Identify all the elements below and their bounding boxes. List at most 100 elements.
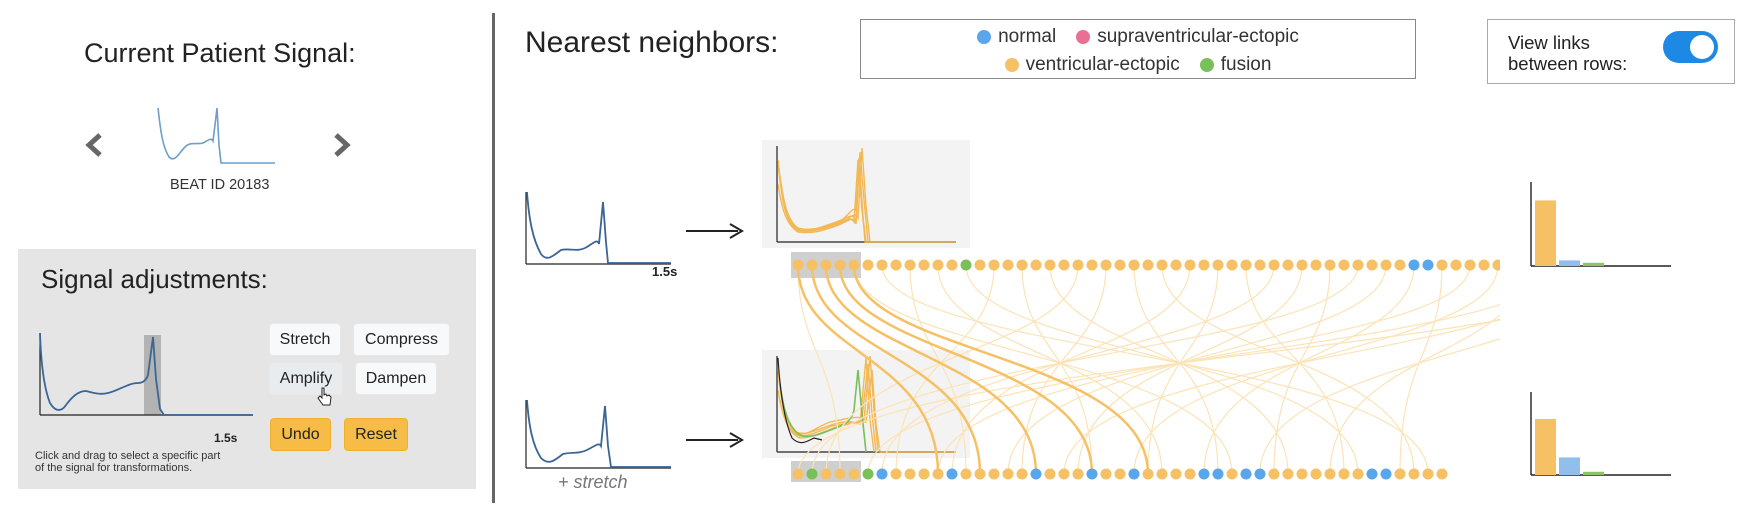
row1-neighbor-dot[interactable] [1156,259,1168,271]
row1-neighbor-dot[interactable] [1394,259,1406,271]
reset-button[interactable]: Reset [344,418,408,451]
row2-neighbor-dot[interactable] [1254,468,1266,480]
row2-neighbor-dot[interactable] [806,468,818,480]
row2-neighbor-dot[interactable] [1282,468,1294,480]
row2-neighbor-dot[interactable] [876,468,888,480]
row1-neighbor-dot[interactable] [1464,259,1476,271]
row1-neighbor-dot[interactable] [862,259,874,271]
row1-neighbor-dot[interactable] [1254,259,1266,271]
row1-neighbor-dot[interactable] [1170,259,1182,271]
row2-neighbor-dot[interactable] [1366,468,1378,480]
adjustable-signal-plot[interactable] [38,333,258,425]
row2-neighbor-dot[interactable] [988,468,1000,480]
row2-neighbor-dot[interactable] [1394,468,1406,480]
row1-neighbor-dot[interactable] [806,259,818,271]
row2-neighbor-dot[interactable] [1030,468,1042,480]
row2-neighbor-dot[interactable] [918,468,930,480]
row1-neighbor-dot[interactable] [1282,259,1294,271]
row1-neighbor-dot[interactable] [1478,259,1490,271]
row2-neighbor-dot[interactable] [1324,468,1336,480]
row1-neighbor-dot[interactable] [820,259,832,271]
row1-neighbor-dot[interactable] [1436,259,1448,271]
row2-neighbor-dot[interactable] [1156,468,1168,480]
row1-neighbor-dot[interactable] [848,259,860,271]
row1-neighbor-dot[interactable] [1142,259,1154,271]
row1-neighbor-dot[interactable] [988,259,1000,271]
row2-neighbor-dot[interactable] [1170,468,1182,480]
row1-neighbor-dot[interactable] [1492,259,1501,271]
row2-neighbor-dot[interactable] [960,468,972,480]
row2-neighbor-dot[interactable] [1072,468,1084,480]
row2-neighbor-dot[interactable] [904,468,916,480]
undo-button[interactable]: Undo [270,418,331,451]
row1-neighbor-dot[interactable] [932,259,944,271]
row1-neighbor-dot[interactable] [1422,259,1434,271]
row2-neighbor-dot[interactable] [1338,468,1350,480]
row2-neighbor-dot[interactable] [1352,468,1364,480]
row1-neighbor-dot[interactable] [1002,259,1014,271]
row1-neighbor-dot[interactable] [890,259,902,271]
compress-button[interactable]: Compress [353,323,450,356]
row2-neighbor-dot[interactable] [1380,468,1392,480]
row1-neighbor-dot[interactable] [974,259,986,271]
row2-neighbor-dot[interactable] [1114,468,1126,480]
row1-neighbor-dot[interactable] [1100,259,1112,271]
row1-neighbor-dot[interactable] [1016,259,1028,271]
row2-neighbor-dot[interactable] [1198,468,1210,480]
row1-neighbor-dot[interactable] [1296,259,1308,271]
row1-neighbor-dot[interactable] [1184,259,1196,271]
row1-neighbor-dot[interactable] [792,259,804,271]
row2-neighbor-dot[interactable] [1268,468,1280,480]
row1-neighbor-dot[interactable] [1030,259,1042,271]
row2-neighbor-dot[interactable] [1058,468,1070,480]
row1-neighbor-dot[interactable] [1352,259,1364,271]
row1-neighbor-dot[interactable] [946,259,958,271]
row1-neighbor-dot[interactable] [1128,259,1140,271]
row2-neighbor-dot[interactable] [820,468,832,480]
row2-neighbor-dot[interactable] [1100,468,1112,480]
row1-neighbor-dot[interactable] [1366,259,1378,271]
row2-neighbor-dot[interactable] [974,468,986,480]
row1-neighbor-dot[interactable] [1226,259,1238,271]
row1-neighbor-dot[interactable] [1198,259,1210,271]
row2-neighbor-dot[interactable] [1436,468,1448,480]
row1-neighbor-dot[interactable] [1212,259,1224,271]
row1-neighbor-dot[interactable] [1058,259,1070,271]
row1-neighbor-dot[interactable] [960,259,972,271]
row2-neighbor-dot[interactable] [946,468,958,480]
row1-neighbor-dot[interactable] [876,259,888,271]
row2-neighbor-dot[interactable] [1226,468,1238,480]
row1-neighbor-dot[interactable] [1072,259,1084,271]
amplify-button[interactable]: Amplify [269,362,343,395]
row2-neighbor-dot[interactable] [1296,468,1308,480]
prev-beat-button[interactable] [84,132,106,158]
row1-neighbor-dot[interactable] [834,259,846,271]
row2-neighbor-dot[interactable] [1002,468,1014,480]
row2-neighbor-dot[interactable] [1212,468,1224,480]
row2-neighbor-dot[interactable] [792,468,804,480]
row1-neighbor-dot[interactable] [1044,259,1056,271]
dampen-button[interactable]: Dampen [355,362,437,395]
row2-neighbor-dot[interactable] [1086,468,1098,480]
row1-neighbor-dot[interactable] [1324,259,1336,271]
row2-neighbor-dot[interactable] [848,468,860,480]
selection-region[interactable] [144,335,161,415]
row1-neighbor-dot[interactable] [1408,259,1420,271]
row2-neighbor-dot[interactable] [1408,468,1420,480]
row1-neighbor-dot[interactable] [918,259,930,271]
row2-neighbor-dot[interactable] [1184,468,1196,480]
stretch-button[interactable]: Stretch [269,323,341,356]
row1-neighbor-dot[interactable] [1240,259,1252,271]
row2-neighbor-dot[interactable] [1128,468,1140,480]
row2-neighbor-dot[interactable] [932,468,944,480]
row2-neighbor-dot[interactable] [1310,468,1322,480]
row2-neighbor-dot[interactable] [1142,468,1154,480]
row1-neighbor-dot[interactable] [1310,259,1322,271]
row1-neighbor-dot[interactable] [1338,259,1350,271]
row2-neighbor-dot[interactable] [834,468,846,480]
row2-neighbor-dot[interactable] [1240,468,1252,480]
row2-neighbor-dot[interactable] [1422,468,1434,480]
row1-neighbor-dot[interactable] [1450,259,1462,271]
row1-neighbor-dot[interactable] [1114,259,1126,271]
row1-neighbor-dot[interactable] [1268,259,1280,271]
